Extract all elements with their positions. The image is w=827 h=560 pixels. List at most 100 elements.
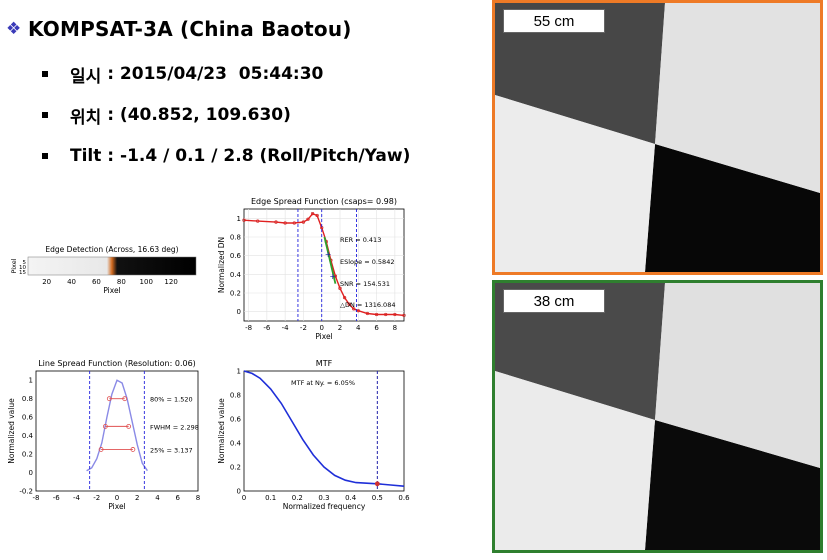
separator: :: [101, 64, 120, 84]
y-tick-label: 0.6: [230, 416, 242, 424]
x-tick-label: 0.1: [265, 494, 276, 502]
edge-detection-chart: Edge Detection (Across, 16.63 deg) 20 40 60…: [10, 245, 197, 295]
y-axis-label: Normalized DN: [217, 237, 226, 293]
page-title: KOMPSAT-3A (China Baotou): [28, 17, 352, 41]
width-measure-point: [130, 447, 136, 452]
y-tick-label: 0: [29, 469, 33, 477]
y-tick-label: 5: [23, 260, 27, 266]
y-axis-label: Pixel: [10, 258, 18, 273]
width-measure-point: [98, 447, 104, 452]
location-value: (40.852, 109.630): [119, 105, 291, 125]
x-tick-label: -8: [245, 324, 252, 332]
y-tick-label: 1: [237, 215, 241, 223]
x-tick-label: 20: [42, 278, 51, 286]
snr-annotation: SNR = 154.531: [340, 280, 390, 288]
location-item: 위치 : (40.852, 109.630): [42, 102, 291, 128]
data-point: [347, 302, 351, 306]
x-tick-label: -4: [73, 494, 81, 502]
esf-chart: Edge Spread Function (csaps= 0.98) -8 -6 -4…: [217, 197, 406, 341]
x-tick-label: 4: [155, 494, 160, 502]
y-tick-label: 0.2: [230, 464, 241, 472]
square-bullet-icon: [42, 71, 48, 77]
edge-image-strip: [27, 256, 197, 276]
x-tick-label: -2: [93, 494, 100, 502]
y-tick-label: 15: [19, 270, 26, 276]
y-tick-label: 0.8: [230, 392, 241, 400]
marker-plus-icon: +: [329, 272, 336, 281]
y-tick-label: 0.2: [22, 451, 33, 459]
square-bullet-icon: [42, 112, 48, 118]
x-axis-label: Pixel: [103, 286, 120, 295]
mtf-chart: MTF 0 0.1 0.2 0.3 0.4 0.5 0.6 0 0.2 0.4 0.6 0.8 1 Norm…: [217, 359, 410, 511]
x-tick-label: 0.4: [345, 494, 357, 502]
y-tick-label: 0.6: [22, 414, 34, 422]
mtf-annotation: MTF at Ny. = 6.05%: [291, 379, 355, 387]
chart-title: Line Spread Function (Resolution: 0.06): [38, 359, 196, 368]
width-measure-point: [126, 423, 132, 429]
x-tick-label: 8: [196, 494, 200, 502]
p80-annotation: 80% = 1.520: [150, 396, 193, 404]
x-tick-label: -6: [53, 494, 61, 502]
y-tick-label: 0: [237, 308, 241, 316]
x-tick-label: 6: [176, 494, 181, 502]
tilt-label: Tilt: [70, 146, 102, 166]
x-axis-label: Pixel: [108, 502, 125, 511]
y-tick-label: 0.2: [230, 290, 241, 298]
y-axis-label: Normalized value: [217, 398, 226, 464]
y-tick-label: 0.8: [230, 234, 241, 242]
x-tick-label: -8: [33, 494, 40, 502]
x-tick-label: 0.3: [318, 494, 329, 502]
x-tick-label: 0: [242, 494, 246, 502]
diamond-bullet-icon: ❖: [6, 19, 22, 39]
rer-annotation: RER = 0.413: [340, 236, 381, 244]
y-tick-label: 0.8: [22, 395, 33, 403]
width-measure-point: [106, 396, 112, 402]
y-tick-label: -0.2: [19, 488, 33, 496]
fwhm-annotation: FWHM = 2.298: [150, 423, 199, 431]
x-tick-label: 8: [393, 324, 397, 332]
x-tick-label: 2: [135, 494, 139, 502]
x-tick-label: 100: [140, 278, 153, 286]
x-tick-label: 6: [374, 324, 379, 332]
x-tick-label: 120: [164, 278, 177, 286]
y-tick-label: 1: [29, 377, 33, 385]
x-tick-label: 4: [356, 324, 361, 332]
esf-line: [243, 212, 405, 317]
image-panel-55cm: 55 cm: [492, 0, 823, 275]
y-tick-label: 0: [237, 488, 241, 496]
chart-title: Edge Spread Function (csaps= 0.98): [251, 197, 397, 206]
width-measure-point: [122, 396, 128, 402]
y-axis-label: Normalized value: [7, 398, 16, 464]
resolution-label: 55 cm: [503, 9, 605, 33]
x-tick-label: 0.6: [398, 494, 410, 502]
plot-area: [243, 208, 405, 322]
x-tick-label: 0: [115, 494, 119, 502]
separator: :: [101, 146, 121, 166]
chart-title: Edge Detection (Across, 16.63 deg): [45, 245, 178, 254]
y-tick-label: 0.4: [230, 271, 242, 279]
eslope-annotation: ESlope = 0.5842: [340, 258, 394, 266]
data-point: [306, 217, 310, 221]
y-tick-label: 0.6: [230, 252, 242, 260]
y-tick-label: 0.4: [22, 432, 34, 440]
x-tick-label: -6: [263, 324, 271, 332]
date-label: 일시: [70, 66, 102, 87]
x-axis-label: Normalized frequency: [283, 502, 366, 511]
analysis-plots: Edge Detection (Across, 16.63 deg)20 40 60…: [7, 197, 410, 511]
y-tick-label: 0.4: [230, 440, 242, 448]
resolution-label: 38 cm: [503, 289, 605, 313]
plot-area: [35, 370, 199, 492]
x-tick-label: -2: [300, 324, 307, 332]
date-value: 2015/04/23 05:44:30: [119, 64, 324, 84]
esf-slope-segment: [323, 236, 337, 284]
x-tick-label: 0: [319, 324, 323, 332]
checkerboard-image-55cm: [495, 3, 820, 272]
checkerboard-image-38cm: [495, 283, 820, 550]
mtf-line: [243, 370, 405, 487]
location-label: 위치: [70, 107, 102, 128]
width-measure-point: [102, 423, 108, 429]
square-bullet-icon: [42, 153, 48, 159]
image-panel-38cm: 38 cm: [492, 280, 823, 553]
x-tick-label: 40: [67, 278, 76, 286]
tilt-item: Tilt : -1.4 / 0.1 / 2.8 (Roll/Pitch/Yaw): [42, 143, 410, 169]
